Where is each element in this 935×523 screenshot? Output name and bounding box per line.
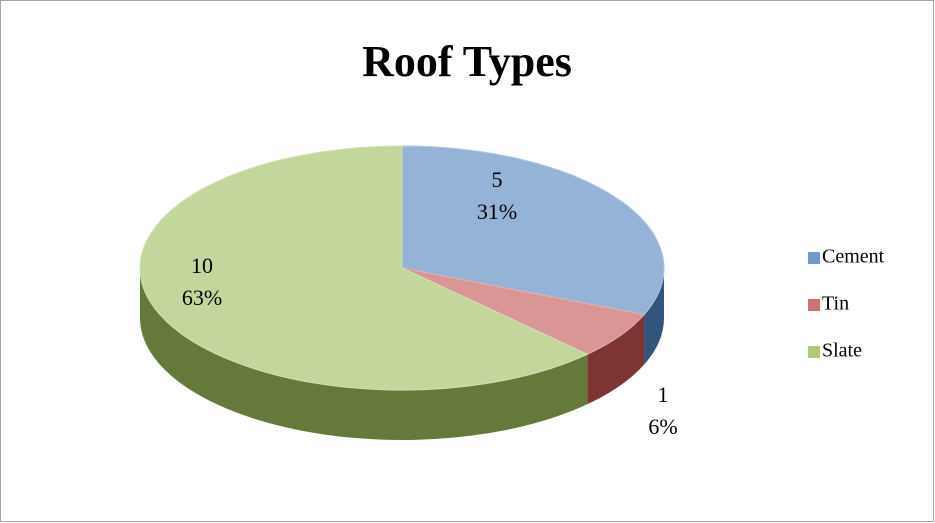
legend-swatch	[808, 299, 820, 311]
slice	[139, 145, 589, 391]
data-label: 10	[191, 253, 213, 278]
legend-swatch	[808, 346, 820, 358]
data-label: 63%	[182, 285, 222, 310]
data-label: 1	[658, 382, 669, 407]
slice	[401, 145, 665, 316]
slice-side	[587, 314, 645, 405]
data-label: 6%	[648, 414, 677, 439]
slice-side	[139, 268, 588, 440]
pie: 5 31% 1 6% 10 63%	[139, 145, 678, 440]
legend-label: Tin	[822, 293, 849, 315]
legend-swatch	[808, 252, 820, 264]
legend-label: Cement	[822, 246, 885, 268]
data-label: 5	[492, 167, 503, 192]
chart-title: Roof Types	[362, 37, 572, 86]
legend: Cement Tin Slate	[808, 246, 885, 362]
data-label: 31%	[477, 199, 517, 224]
legend-label: Slate	[822, 340, 862, 362]
